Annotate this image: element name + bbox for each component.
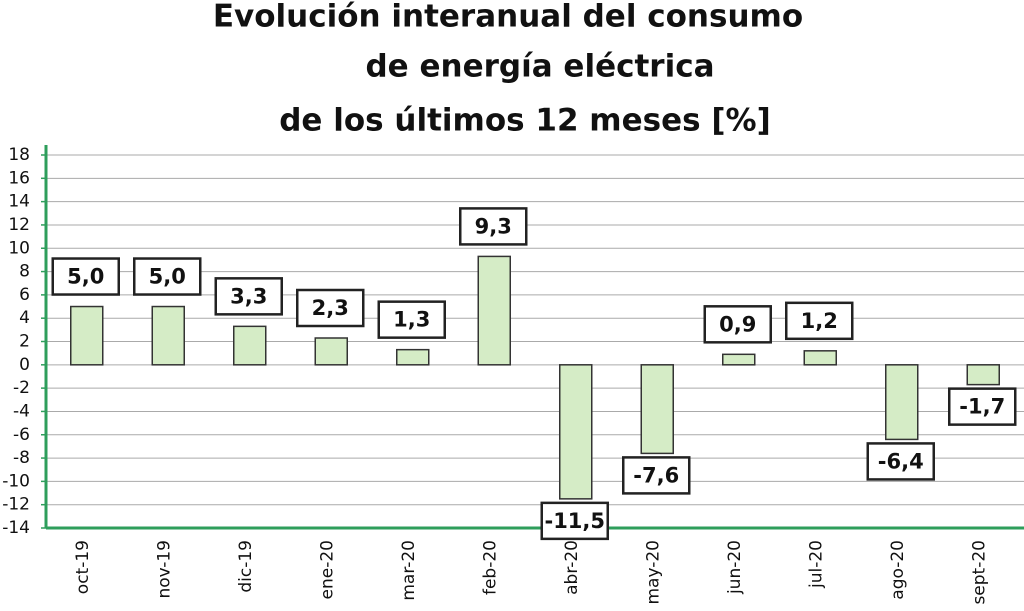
value-label: 1,3 bbox=[393, 308, 430, 332]
x-tick-label: nov-19 bbox=[154, 540, 174, 599]
value-label: -11,5 bbox=[544, 509, 605, 533]
value-label-box bbox=[51, 257, 120, 296]
value-label: -7,6 bbox=[633, 463, 679, 487]
chart-title: de los últimos 12 meses [%] bbox=[279, 103, 771, 139]
value-label: 2,3 bbox=[312, 296, 349, 320]
y-tick-label: 2 bbox=[19, 332, 30, 352]
y-tick-label: -6 bbox=[13, 425, 30, 445]
x-tick-label: dic-19 bbox=[236, 540, 256, 593]
x-tick-label: sept-20 bbox=[969, 540, 989, 605]
bar bbox=[314, 337, 348, 366]
value-label-box bbox=[622, 456, 691, 495]
chart-title: de energía eléctrica bbox=[365, 49, 714, 85]
value-label: 9,3 bbox=[475, 214, 512, 238]
value-label-box bbox=[948, 387, 1017, 426]
y-tick-label: -14 bbox=[2, 518, 30, 538]
bar bbox=[885, 364, 919, 441]
value-label-box bbox=[785, 301, 854, 341]
y-tick-label: 14 bbox=[8, 192, 30, 212]
x-tick-label: abr-20 bbox=[562, 540, 582, 595]
y-tick-label: -10 bbox=[2, 471, 30, 491]
chart-title: Evolución interanual del consumo bbox=[213, 0, 803, 35]
bar bbox=[722, 353, 756, 366]
x-tick-label: ene-20 bbox=[317, 540, 337, 599]
value-label-box bbox=[133, 257, 202, 296]
x-tick-label: ago-20 bbox=[888, 540, 908, 600]
value-label-box bbox=[540, 501, 609, 541]
bar bbox=[233, 325, 267, 366]
value-label: -1,7 bbox=[959, 395, 1005, 419]
y-tick-label: 0 bbox=[19, 355, 30, 375]
value-label-box bbox=[214, 277, 283, 316]
value-label-box bbox=[866, 442, 935, 481]
y-tick-label: 8 bbox=[19, 262, 30, 282]
value-label: 1,2 bbox=[801, 309, 838, 333]
bar bbox=[70, 305, 104, 366]
y-tick-label: 10 bbox=[8, 238, 30, 258]
x-tick-label: oct-19 bbox=[73, 540, 93, 594]
bar bbox=[640, 364, 674, 455]
y-tick-label: 18 bbox=[8, 145, 30, 165]
value-label-box bbox=[296, 288, 365, 328]
bar bbox=[477, 255, 511, 366]
y-tick-label: 16 bbox=[8, 168, 30, 188]
bar bbox=[803, 350, 837, 366]
x-tick-label: jun-20 bbox=[725, 540, 745, 595]
bar bbox=[559, 364, 593, 500]
bar bbox=[396, 348, 430, 366]
y-tick-label: 6 bbox=[19, 285, 30, 305]
value-label-box bbox=[459, 207, 528, 246]
value-label: -6,4 bbox=[878, 449, 924, 473]
value-label: 5,0 bbox=[149, 265, 186, 289]
y-tick-label: -8 bbox=[13, 448, 30, 468]
value-label: 0,9 bbox=[719, 312, 756, 336]
x-tick-label: may-20 bbox=[643, 540, 663, 605]
y-tick-label: 12 bbox=[8, 215, 30, 235]
x-tick-label: mar-20 bbox=[399, 540, 419, 601]
y-tick-label: -2 bbox=[13, 378, 30, 398]
value-label: 3,3 bbox=[230, 284, 267, 308]
value-label-box bbox=[377, 300, 446, 339]
y-tick-label: -4 bbox=[13, 401, 30, 421]
y-tick-label: 4 bbox=[19, 308, 30, 328]
value-label-box bbox=[703, 305, 772, 344]
bar bbox=[966, 364, 1000, 386]
y-tick-label: -12 bbox=[2, 495, 30, 515]
x-tick-label: jul-20 bbox=[806, 540, 826, 589]
value-label: 5,0 bbox=[67, 265, 104, 289]
bar bbox=[151, 305, 185, 366]
x-tick-label: feb-20 bbox=[480, 540, 500, 595]
